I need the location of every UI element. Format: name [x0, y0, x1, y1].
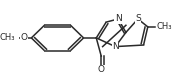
Text: O: O — [98, 65, 105, 74]
Text: CH₃: CH₃ — [0, 33, 15, 42]
Text: O: O — [20, 33, 28, 42]
Text: N: N — [112, 42, 119, 51]
Text: CH₃: CH₃ — [156, 22, 172, 31]
Text: S: S — [135, 14, 141, 23]
Text: N: N — [115, 14, 122, 23]
